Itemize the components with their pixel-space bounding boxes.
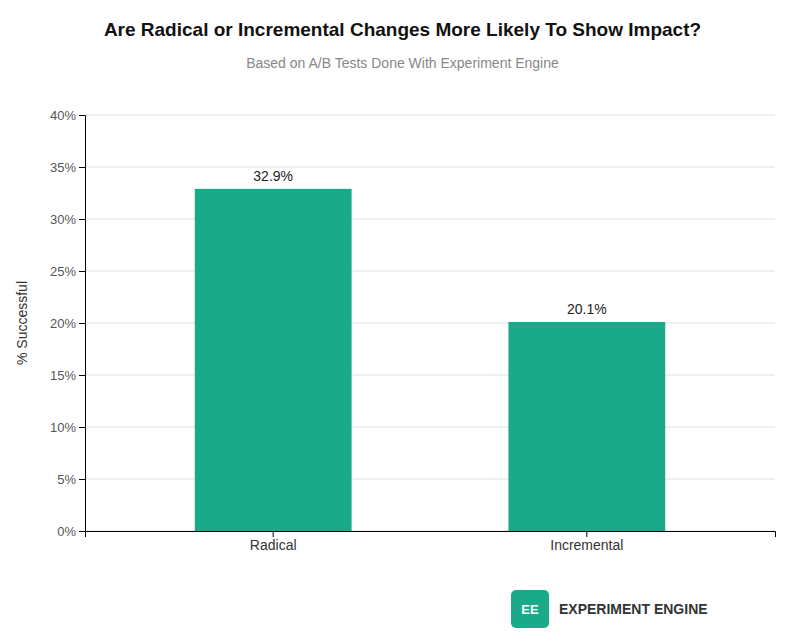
y-tick: 25% <box>50 264 85 279</box>
y-tick: 35% <box>50 160 85 175</box>
y-axis-line <box>79 116 86 532</box>
y-tick-label: 5% <box>57 472 76 487</box>
y-axis-title: % Successful <box>14 281 30 365</box>
grid-line <box>85 375 775 376</box>
y-tick: 40% <box>50 108 85 123</box>
subtitle: Based on A/B Tests Done With Experiment … <box>246 55 559 71</box>
y-tick-mark <box>79 479 85 480</box>
y-tick: 15% <box>50 368 85 383</box>
y-tick-label: 15% <box>50 368 76 383</box>
grid-line <box>85 271 775 272</box>
y-tick: 10% <box>50 420 85 435</box>
y-tick-label: 0% <box>57 524 76 539</box>
y-tick-label: 40% <box>50 108 76 123</box>
title: Are Radical or Incremental Changes More … <box>104 19 701 40</box>
x-axis: Radical Incremental <box>86 531 776 553</box>
logo-box-text: EE <box>521 602 539 617</box>
data-label: 20.1% <box>567 301 607 317</box>
y-tick-label: 25% <box>50 264 76 279</box>
grid-line <box>85 323 775 324</box>
y-axis: 0% 5% 10% 15% 20% 25% 30% 35% 40% <box>50 108 86 539</box>
grid-line <box>85 219 775 220</box>
x-tick: Radical <box>250 531 297 553</box>
chart: Are Radical or Incremental Changes More … <box>0 0 805 641</box>
y-tick: 5% <box>57 472 85 487</box>
y-tick-label: 10% <box>50 420 76 435</box>
grid-line <box>85 167 775 168</box>
y-tick-label: 35% <box>50 160 76 175</box>
grid-line <box>85 479 775 480</box>
y-tick-label: 30% <box>50 212 76 227</box>
y-tick-mark <box>79 167 85 168</box>
x-tick-label: Radical <box>250 537 297 553</box>
y-tick-mark <box>79 271 85 272</box>
grid-line <box>85 427 775 428</box>
data-label: 32.9% <box>253 168 293 184</box>
y-tick-label: 20% <box>50 316 76 331</box>
y-tick-mark <box>79 427 85 428</box>
grid-line <box>85 115 775 116</box>
data-labels: 32.9% 20.1% <box>253 168 606 317</box>
y-tick-mark <box>79 323 85 324</box>
y-tick-mark <box>79 115 85 116</box>
x-tick-label: Incremental <box>550 537 623 553</box>
bar <box>508 322 665 531</box>
bar <box>195 189 352 531</box>
y-tick: 0% <box>57 524 85 539</box>
x-tick: Incremental <box>550 531 623 553</box>
y-tick-mark <box>79 375 85 376</box>
y-tick-mark <box>79 531 85 532</box>
logo-box <box>511 590 549 628</box>
y-tick-mark <box>79 219 85 220</box>
bars <box>195 189 665 531</box>
y-tick: 30% <box>50 212 85 227</box>
logo-text: EXPERIMENT ENGINE <box>559 601 708 617</box>
logo: EE EXPERIMENT ENGINE <box>511 590 708 628</box>
grid <box>85 115 775 531</box>
y-tick: 20% <box>50 316 85 331</box>
x-axis-line <box>86 532 776 538</box>
plot: 0% 5% 10% 15% 20% 25% 30% 35% 40% Radical Incremen… <box>14 108 776 553</box>
